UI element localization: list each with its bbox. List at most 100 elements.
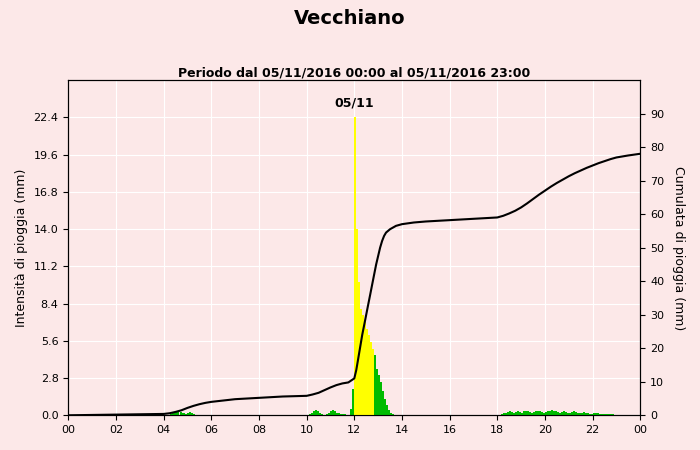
Bar xyxy=(366,329,368,415)
Bar xyxy=(394,414,396,415)
Bar xyxy=(605,414,607,415)
Bar xyxy=(321,414,323,415)
Bar xyxy=(553,410,555,415)
Bar xyxy=(169,414,172,415)
Bar xyxy=(543,413,545,415)
Bar xyxy=(314,410,316,415)
Bar xyxy=(346,414,349,415)
Bar xyxy=(362,315,364,415)
Bar xyxy=(404,414,406,415)
Bar xyxy=(539,411,541,415)
Bar xyxy=(521,413,523,415)
Title: Periodo dal 05/11/2016 00:00 al 05/11/2016 23:00: Periodo dal 05/11/2016 00:00 al 05/11/20… xyxy=(178,67,531,80)
Bar xyxy=(368,335,370,415)
Bar xyxy=(354,117,356,415)
Bar xyxy=(390,413,392,415)
Bar xyxy=(529,412,531,415)
Bar xyxy=(547,411,549,415)
Bar xyxy=(378,375,380,415)
Bar xyxy=(342,414,344,415)
Bar xyxy=(380,382,382,415)
Bar xyxy=(499,414,501,415)
Bar xyxy=(501,414,503,415)
Bar xyxy=(376,369,378,415)
Bar xyxy=(364,322,366,415)
Bar xyxy=(610,414,612,415)
Bar xyxy=(596,413,598,415)
Bar xyxy=(601,414,603,415)
Bar xyxy=(176,412,178,415)
Bar xyxy=(191,413,193,415)
Bar xyxy=(581,413,582,415)
Bar xyxy=(569,413,570,415)
Bar xyxy=(167,414,169,415)
Bar xyxy=(567,413,569,415)
Bar xyxy=(577,413,579,415)
Bar xyxy=(309,414,311,415)
Bar xyxy=(612,414,615,415)
Y-axis label: Intensità di pioggia (mm): Intensità di pioggia (mm) xyxy=(15,168,28,327)
Bar xyxy=(584,413,587,415)
Bar xyxy=(340,414,342,415)
Bar xyxy=(511,412,513,415)
Bar xyxy=(589,414,591,415)
Bar xyxy=(537,410,539,415)
Bar xyxy=(508,412,509,415)
Bar xyxy=(402,414,404,415)
Bar xyxy=(515,412,517,415)
Bar xyxy=(349,414,350,415)
Bar xyxy=(591,414,593,415)
Text: Vecchiano: Vecchiano xyxy=(294,9,406,28)
Bar xyxy=(313,411,314,415)
Bar xyxy=(545,412,547,415)
Bar xyxy=(338,413,340,415)
Bar xyxy=(344,414,346,415)
Bar xyxy=(372,349,375,415)
Bar xyxy=(565,412,567,415)
Bar xyxy=(509,411,511,415)
Bar xyxy=(519,412,522,415)
Bar xyxy=(557,412,559,415)
Bar xyxy=(606,414,608,415)
Bar xyxy=(563,411,565,415)
Bar xyxy=(183,413,186,415)
Bar xyxy=(323,414,325,415)
Bar xyxy=(517,411,519,415)
Bar xyxy=(193,414,195,415)
Bar xyxy=(178,411,179,415)
Bar xyxy=(551,410,553,415)
Text: 05/11: 05/11 xyxy=(335,97,374,110)
Bar xyxy=(382,392,384,415)
Bar xyxy=(579,413,581,415)
Bar xyxy=(388,410,390,415)
Bar xyxy=(360,309,362,415)
Bar xyxy=(575,412,577,415)
Bar xyxy=(573,411,575,415)
Bar xyxy=(533,412,535,415)
Bar xyxy=(384,399,386,415)
Bar xyxy=(527,411,529,415)
Bar xyxy=(531,413,533,415)
Bar xyxy=(570,412,573,415)
Bar xyxy=(370,342,372,415)
Bar xyxy=(603,414,605,415)
Bar xyxy=(593,413,594,415)
Bar xyxy=(337,413,338,415)
Bar xyxy=(188,413,190,415)
Bar xyxy=(549,410,551,415)
Bar xyxy=(582,412,584,415)
Bar xyxy=(356,229,358,415)
Bar xyxy=(386,405,388,415)
Bar xyxy=(352,389,354,415)
Bar xyxy=(318,413,321,415)
Y-axis label: Cumulata di pioggia (mm): Cumulata di pioggia (mm) xyxy=(672,166,685,330)
Bar xyxy=(392,414,394,415)
Bar xyxy=(555,411,557,415)
Bar xyxy=(513,413,515,415)
Bar xyxy=(350,409,352,415)
Bar xyxy=(598,414,601,415)
Bar xyxy=(335,411,337,415)
Bar xyxy=(172,413,174,415)
Bar xyxy=(503,413,505,415)
Bar xyxy=(374,356,376,415)
